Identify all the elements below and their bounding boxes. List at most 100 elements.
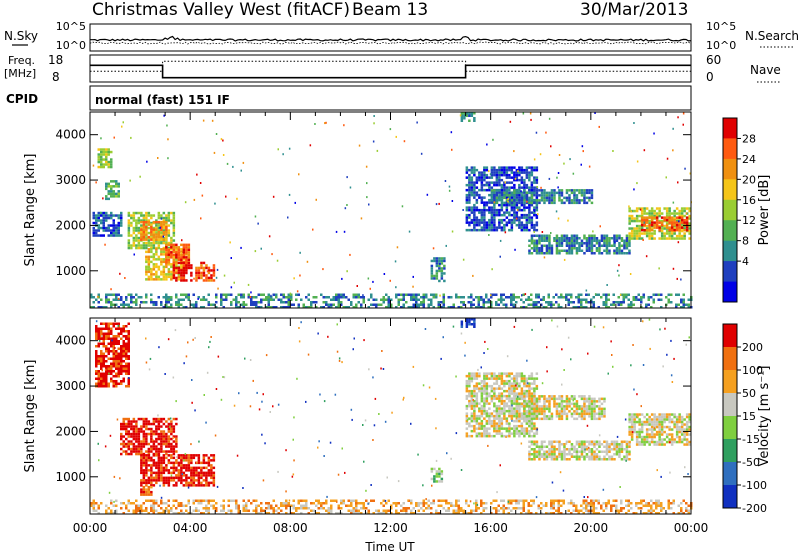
heatmap-cell [493,171,496,174]
heatmap-cell [127,214,131,217]
heatmap-cell [505,181,509,184]
heatmap-cell [202,269,206,272]
heatmap-cell [495,181,499,184]
heatmap-cell [528,458,531,461]
heatmap-cell [538,189,541,192]
heatmap-cell [170,273,173,276]
heatmap-cell [195,474,198,477]
heatmap-cell [122,365,125,368]
heatmap-cell [660,420,664,424]
heatmap-cell [185,256,188,259]
heatmap-cell [142,493,146,496]
heatmap-cell [520,168,524,172]
heatmap-cell [202,466,206,470]
heatmap-cell [540,247,544,250]
heatmap-cell [132,214,136,217]
heatmap-cell [553,448,556,451]
heatmap-cell [535,301,538,304]
heatmap-cell [170,241,173,245]
heatmap-cell [485,394,489,398]
heatmap-cell [688,420,691,424]
heatmap-cell [150,260,153,264]
heatmap-cell [685,413,689,416]
heatmap-cell [142,417,146,421]
heatmap-cell [675,418,679,421]
heatmap-speck [250,291,252,294]
heatmap-cell [140,481,143,485]
heatmap-cell [528,208,531,212]
heatmap-cell [483,412,486,415]
heatmap-cell [683,234,686,238]
heatmap-cell [483,389,486,393]
heatmap-cell [127,452,130,456]
heatmap-cell [533,443,536,446]
heatmap-cell [312,296,315,299]
heatmap-cell [613,458,616,461]
heatmap-cell [545,450,549,453]
heatmap-cell [117,365,120,368]
heatmap-cell [430,301,433,304]
heatmap-cell [102,365,105,368]
heatmap-cell [630,209,634,213]
heatmap-cell [125,422,128,426]
heatmap-cell [488,427,491,430]
heatmap-cell [438,470,441,473]
heatmap-cell [618,247,621,250]
heatmap-cell [187,456,191,460]
heatmap-cell [135,452,138,456]
heatmap-cell [167,430,171,433]
heatmap-cell [668,418,671,421]
heatmap-cell [635,296,638,299]
heatmap-cell [100,221,103,225]
heatmap-cell [640,298,643,301]
heatmap-cell [110,216,113,220]
heatmap-cell [528,216,531,219]
heatmap-cell [530,173,534,177]
heatmap-cell [465,374,469,378]
heatmap-cell [663,443,666,446]
heatmap-cell [177,471,181,475]
heatmap-cell [575,458,579,461]
heatmap-cell [525,166,529,169]
heatmap-cell [528,392,531,395]
heatmap-cell [430,274,434,278]
heatmap-cell [658,430,661,434]
heatmap-cell [500,296,503,299]
heatmap-cell [488,414,491,418]
heatmap-cell [663,237,666,240]
heatmap-speck [682,112,685,115]
heatmap-cell [505,303,508,306]
heatmap-cell [495,427,499,430]
heatmap-cell [530,298,533,301]
heatmap-cell [543,458,546,461]
heatmap-cell [628,242,631,245]
heatmap-cell [172,461,176,465]
heatmap-speck [270,294,272,297]
heatmap-cell [162,417,166,421]
heatmap-cell [675,293,678,296]
heatmap-cell [680,306,683,309]
heatmap-cell [558,237,561,240]
heatmap-cell [475,296,478,299]
heatmap-cell [140,427,143,431]
heatmap-cell [483,183,486,187]
heatmap-cell [593,453,596,456]
heatmap-cell [680,415,684,419]
heatmap-cell [465,193,469,197]
heatmap-cell [510,372,514,375]
heatmap-cell [510,206,514,209]
heatmap-cell [150,481,153,485]
heatmap-cell [127,246,131,250]
heatmap-cell [102,211,105,215]
heatmap-cell [530,434,534,438]
heatmap-cell [538,450,541,453]
heatmap-cell [500,191,504,195]
colorbar-swatch [723,138,737,160]
heatmap-cell [498,203,501,207]
heatmap-cell [470,407,474,410]
heatmap-cell [155,273,158,276]
heatmap-cell [643,423,646,426]
heatmap-cell [633,232,636,235]
heatmap-cell [505,427,509,430]
heatmap-cell [550,191,554,195]
